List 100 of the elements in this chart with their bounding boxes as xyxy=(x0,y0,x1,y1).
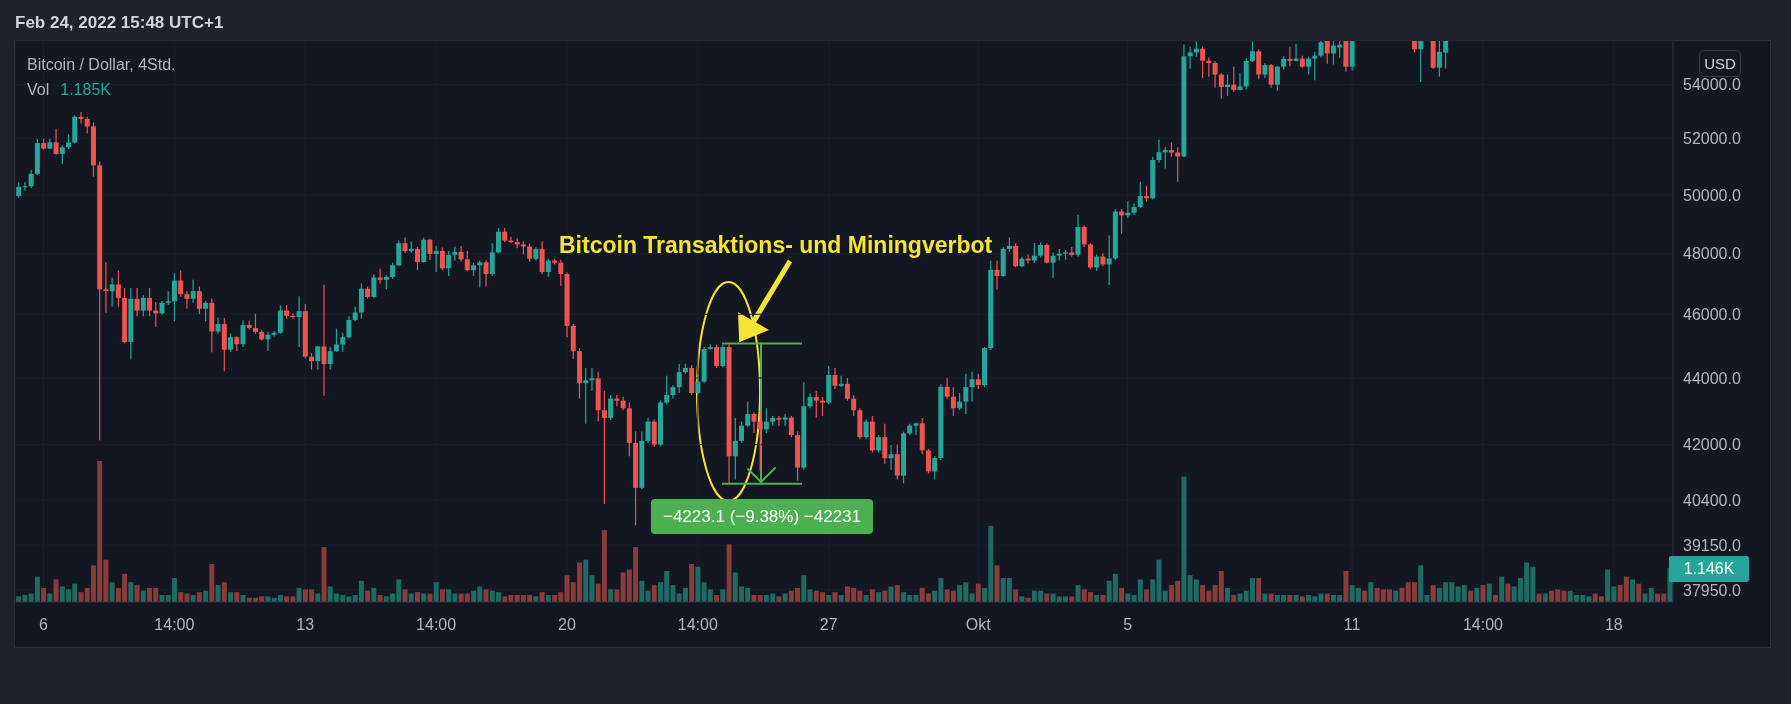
bar xyxy=(234,592,240,602)
candlestick xyxy=(358,282,364,320)
candlestick xyxy=(203,300,209,322)
bar xyxy=(1486,583,1492,602)
candlestick xyxy=(109,277,115,308)
candlestick xyxy=(1268,63,1274,89)
candlestick xyxy=(1187,46,1193,70)
bar xyxy=(296,587,302,602)
bar xyxy=(1368,582,1374,602)
candlestick xyxy=(1287,46,1293,67)
candlestick xyxy=(78,111,84,125)
candlestick xyxy=(888,444,894,471)
candlestick xyxy=(377,268,383,285)
candlestick xyxy=(346,315,352,340)
candlestick xyxy=(371,273,377,299)
candlestick xyxy=(147,287,153,317)
bar xyxy=(209,563,215,602)
candlestick xyxy=(414,246,420,271)
candlestick xyxy=(495,227,501,254)
candlestick xyxy=(1106,234,1112,286)
bar xyxy=(695,566,701,602)
x-tick-label: 27 xyxy=(819,616,838,634)
text: 1.146K xyxy=(1683,560,1735,578)
candlestick xyxy=(1274,65,1280,92)
candlestick xyxy=(994,259,1000,291)
bar xyxy=(608,589,614,602)
candlestick xyxy=(277,305,283,335)
candlestick xyxy=(483,259,489,288)
y-tick-label: 46000.0 xyxy=(1683,305,1741,323)
bar xyxy=(41,587,47,602)
candlestick xyxy=(1025,253,1031,265)
candlestick xyxy=(1137,181,1143,209)
y-tick-label: 50000.0 xyxy=(1683,186,1741,204)
x-tick-label: 14:00 xyxy=(1462,616,1504,634)
candlestick xyxy=(608,394,614,421)
candlestick xyxy=(477,259,483,289)
candlestick xyxy=(327,346,333,371)
candlestick xyxy=(745,401,751,428)
bar xyxy=(433,582,439,602)
bar xyxy=(1119,587,1125,602)
candlestick xyxy=(1013,242,1019,268)
candlestick xyxy=(190,279,196,304)
bar xyxy=(215,585,221,602)
candlestick xyxy=(645,417,651,444)
candlestick xyxy=(464,250,470,272)
candlestick xyxy=(433,245,439,273)
bar xyxy=(1181,476,1187,602)
candlestick xyxy=(614,394,620,407)
candlestick xyxy=(28,169,34,189)
bar xyxy=(1505,583,1511,602)
candlestick xyxy=(22,181,28,192)
candlestick xyxy=(832,367,838,390)
candlestick xyxy=(489,242,495,277)
candlestick xyxy=(963,373,969,415)
x-tick-label: 11 xyxy=(1343,616,1361,634)
candlestick xyxy=(427,238,433,261)
candlestick xyxy=(583,367,589,425)
candlestick xyxy=(1312,51,1318,81)
candlestick xyxy=(115,269,121,308)
bar xyxy=(134,585,140,602)
candlestick xyxy=(763,407,769,434)
bar xyxy=(78,592,84,602)
bar xyxy=(109,582,115,602)
candlestick xyxy=(894,444,900,481)
candlestick xyxy=(739,421,745,444)
bar xyxy=(639,580,645,602)
bar xyxy=(414,592,420,602)
bar xyxy=(1075,585,1081,602)
candlestick xyxy=(1249,41,1255,63)
bar xyxy=(128,582,134,602)
x-tick-label: 14:00 xyxy=(677,616,718,634)
bar xyxy=(228,592,234,602)
bar xyxy=(726,544,732,602)
candlestick xyxy=(944,377,950,400)
x-tick-label: 13 xyxy=(296,616,315,634)
candlestick xyxy=(527,242,533,263)
candlestick xyxy=(913,422,919,436)
bar xyxy=(1144,589,1150,602)
candlestick xyxy=(863,419,869,440)
candlestick xyxy=(664,375,670,406)
bar xyxy=(975,583,981,602)
bar xyxy=(801,575,807,602)
candlestick xyxy=(651,419,657,448)
text: Feb 24, 2022 15:48 UTC+1 xyxy=(15,13,224,32)
bar xyxy=(614,589,620,602)
bar xyxy=(869,589,875,602)
bar xyxy=(1430,585,1436,602)
candlestick xyxy=(813,390,819,419)
candlestick xyxy=(1231,65,1237,93)
candlestick xyxy=(103,261,109,314)
candlestick xyxy=(539,240,545,275)
candlestick xyxy=(788,415,794,438)
candlestick xyxy=(240,319,246,348)
bar xyxy=(1630,579,1636,602)
candlestick xyxy=(1044,242,1050,265)
annotation: 1.185K xyxy=(60,81,111,98)
x-tick-label: Okt xyxy=(965,616,992,634)
candlestick xyxy=(925,448,931,475)
bar xyxy=(221,582,227,602)
bar xyxy=(994,565,1000,602)
